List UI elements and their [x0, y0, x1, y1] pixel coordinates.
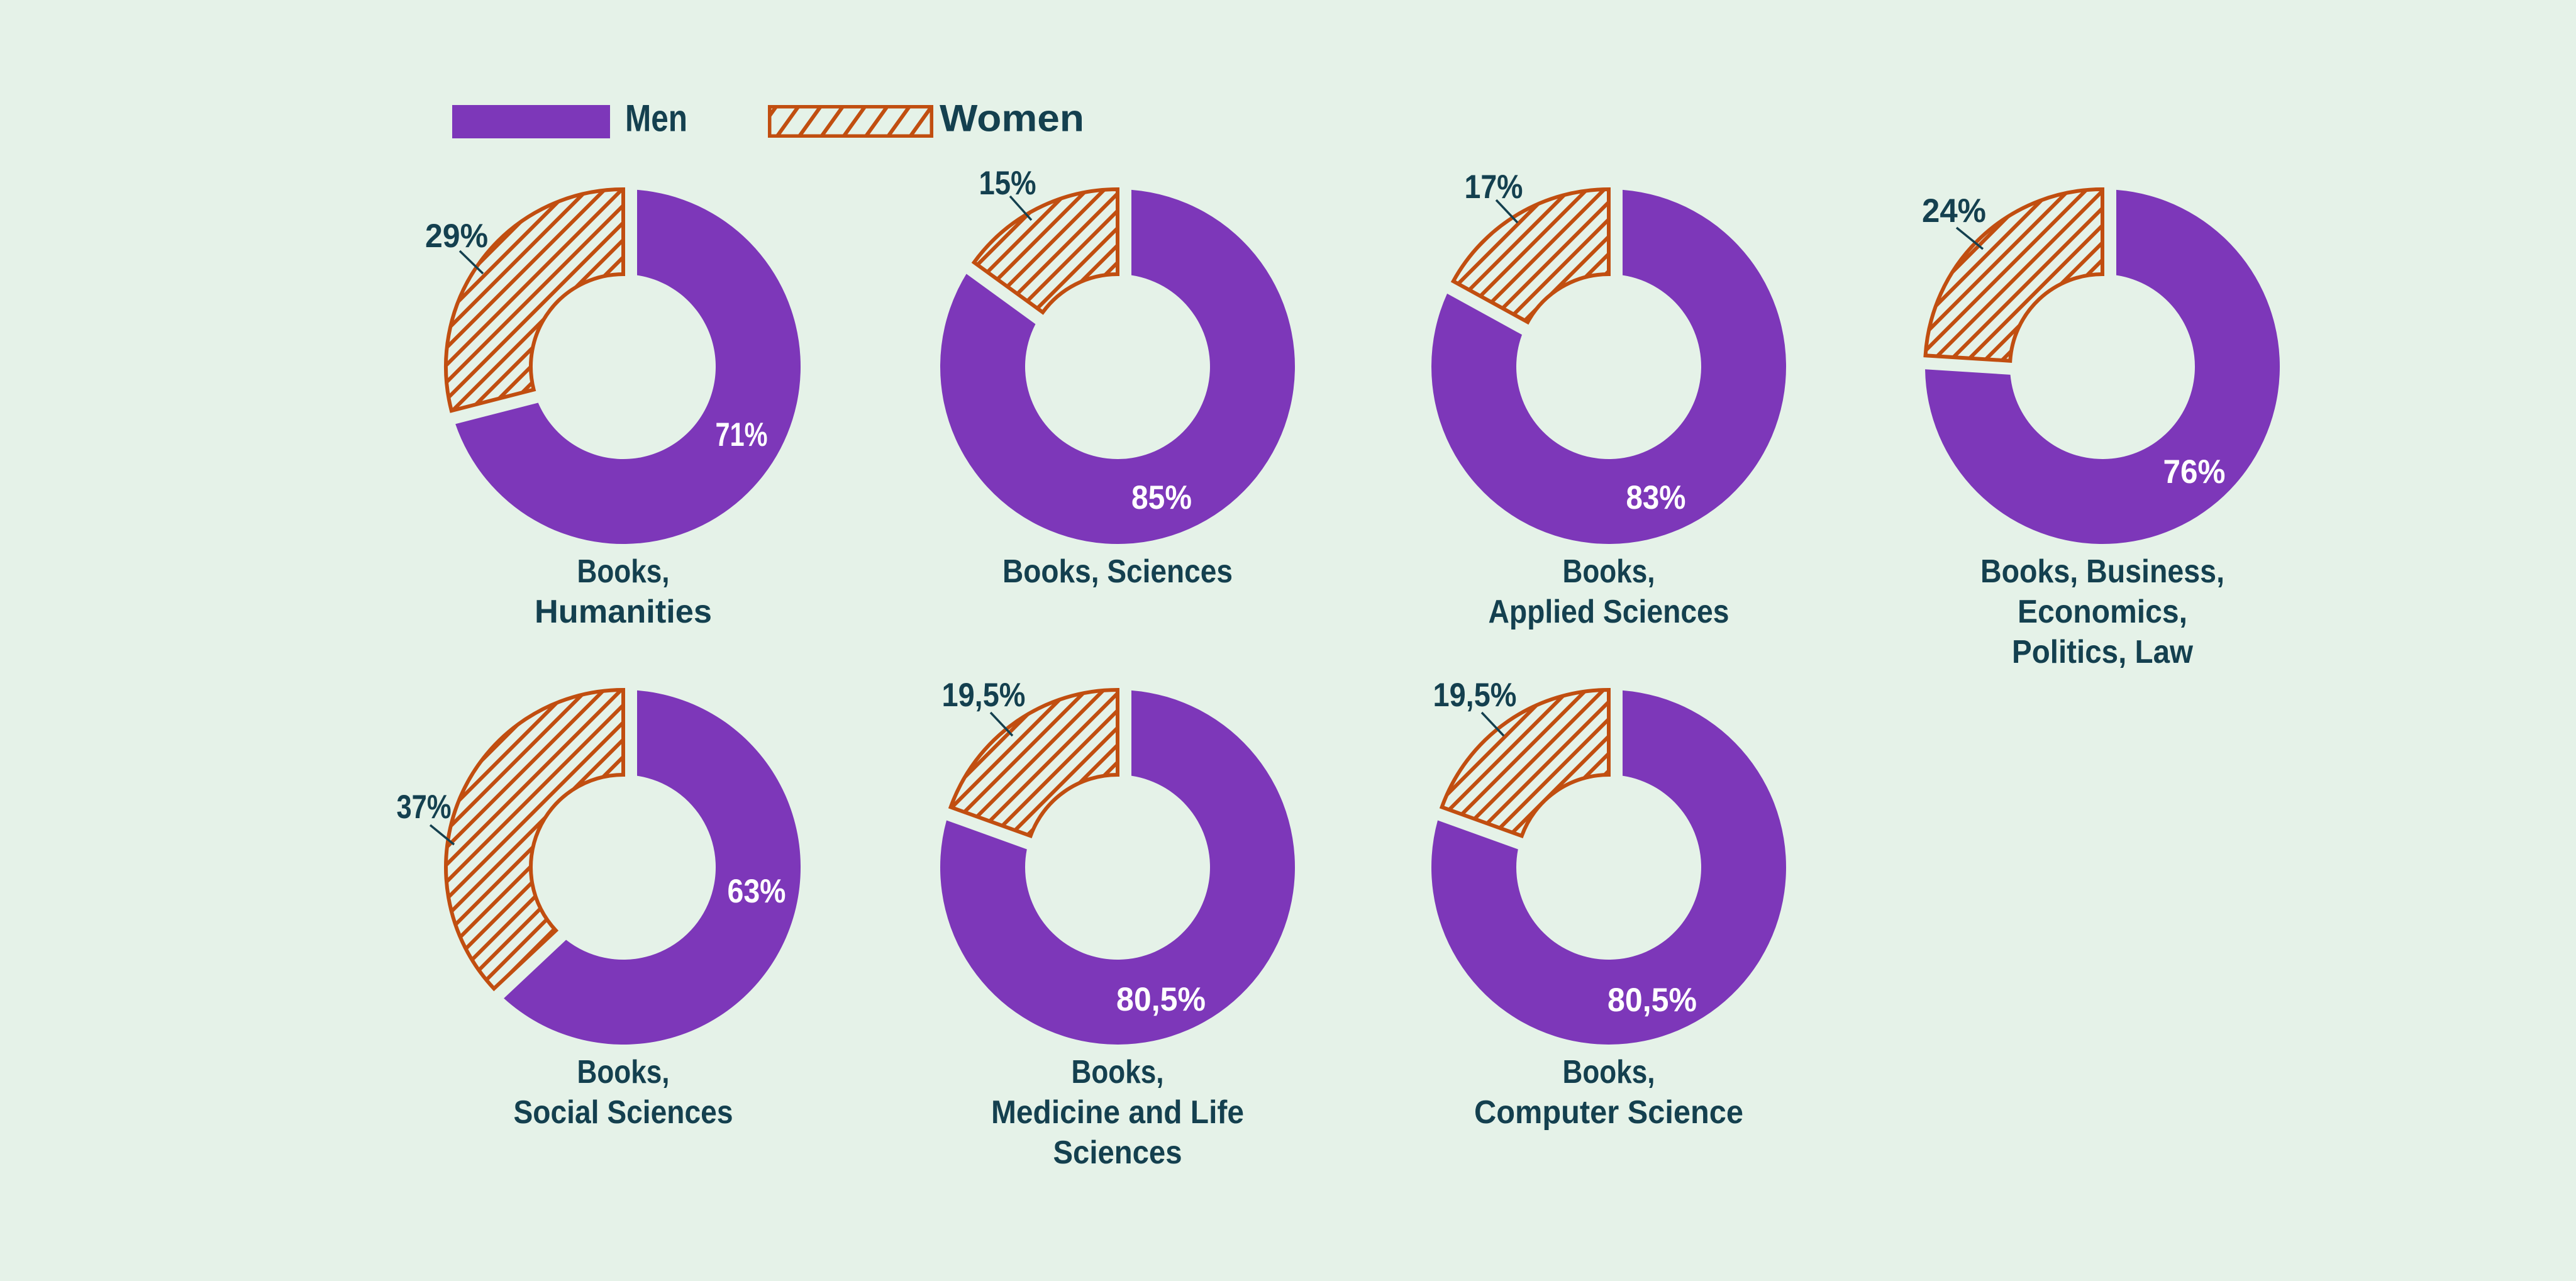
svg-text:76%: 76% [2163, 453, 2226, 491]
svg-text:24%: 24% [1922, 192, 1986, 230]
svg-text:Books,: Books, [577, 1054, 670, 1090]
svg-text:71%: 71% [716, 416, 768, 453]
svg-text:19,5%: 19,5% [942, 677, 1026, 714]
svg-text:Books, Sciences: Books, Sciences [1002, 553, 1233, 590]
svg-text:Sciences: Sciences [1053, 1134, 1182, 1171]
svg-text:17%: 17% [1465, 169, 1523, 206]
svg-text:Humanities: Humanities [535, 594, 712, 630]
svg-text:Books,: Books, [577, 553, 670, 590]
svg-text:Books,: Books, [1563, 553, 1655, 590]
svg-text:80,5%: 80,5% [1116, 981, 1206, 1018]
svg-text:Books,: Books, [1563, 1054, 1655, 1090]
svg-text:Books,: Books, [1072, 1054, 1164, 1090]
svg-text:63%: 63% [728, 873, 786, 910]
svg-text:Medicine and Life: Medicine and Life [991, 1094, 1244, 1131]
svg-text:80,5%: 80,5% [1607, 982, 1697, 1019]
svg-text:Books, Business,: Books, Business, [1980, 553, 2224, 590]
svg-text:85%: 85% [1131, 479, 1192, 516]
svg-text:Women: Women [940, 97, 1084, 140]
svg-text:Economics,: Economics, [2018, 594, 2187, 630]
svg-text:29%: 29% [425, 218, 488, 255]
svg-text:Men: Men [625, 97, 687, 140]
svg-text:37%: 37% [397, 789, 452, 826]
svg-text:Politics, Law: Politics, Law [2012, 634, 2193, 670]
svg-text:83%: 83% [1626, 479, 1686, 516]
svg-text:Social Sciences: Social Sciences [514, 1094, 733, 1131]
svg-text:19,5%: 19,5% [1433, 677, 1517, 714]
svg-text:Computer Science: Computer Science [1474, 1094, 1743, 1131]
svg-text:15%: 15% [979, 165, 1036, 202]
svg-text:Applied Sciences: Applied Sciences [1489, 594, 1729, 630]
